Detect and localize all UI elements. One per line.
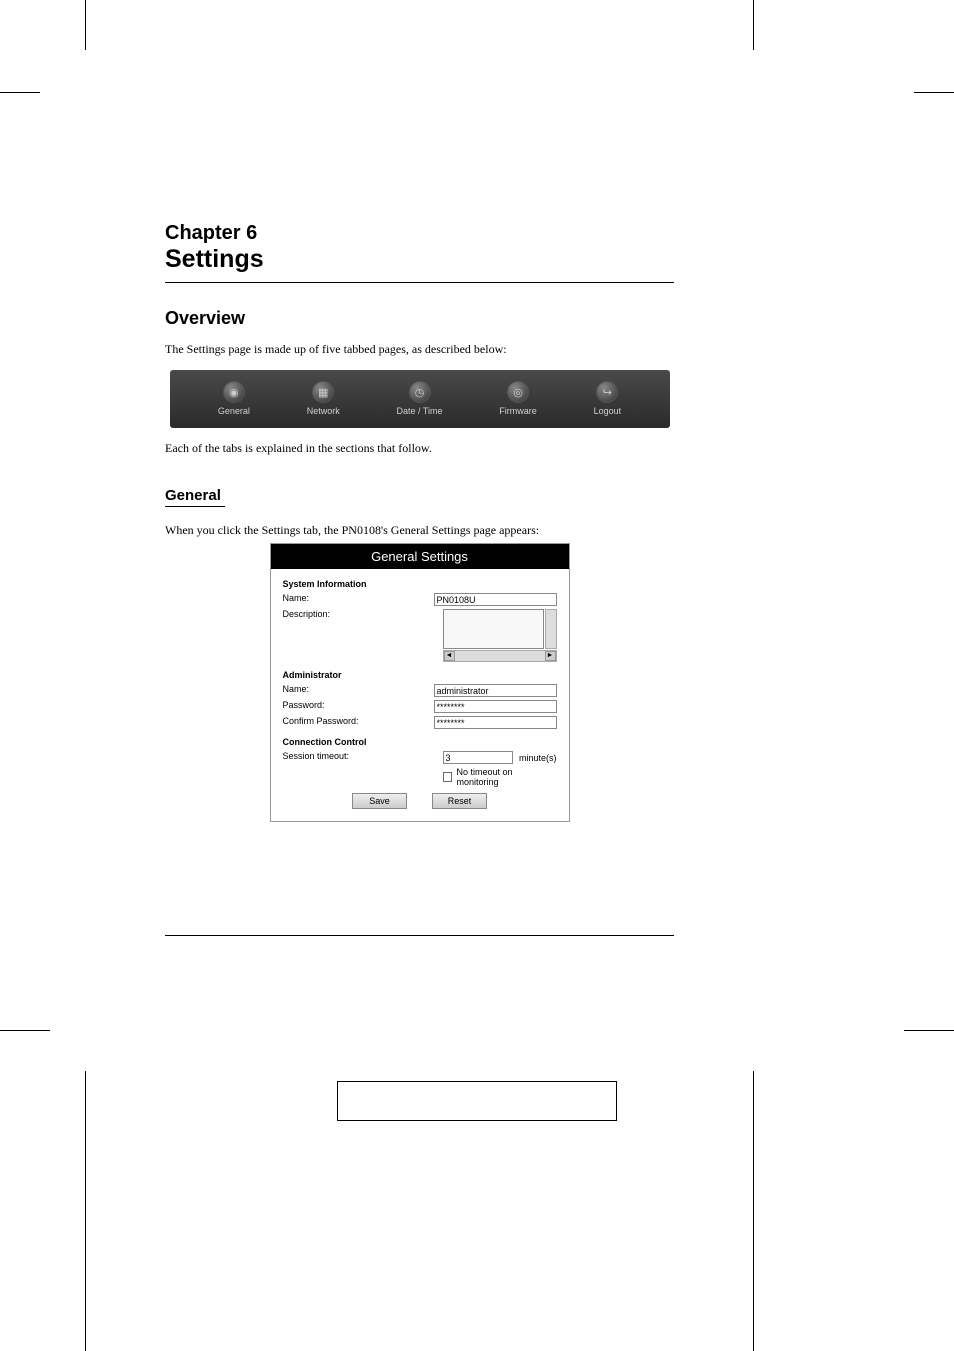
admin-name-row: Name: xyxy=(283,684,557,697)
description-textarea[interactable] xyxy=(443,609,544,649)
tab-datetime[interactable]: ◷ Date / Time xyxy=(397,381,443,416)
password-row: Password: xyxy=(283,700,557,713)
button-row: Save Reset xyxy=(283,787,557,815)
description-label: Description: xyxy=(283,609,443,619)
subsection-heading-general: General xyxy=(165,487,674,504)
section-heading-overview: Overview xyxy=(165,308,674,329)
tab-network[interactable]: ▦ Network xyxy=(307,381,340,416)
crop-mark xyxy=(753,1071,754,1351)
name-input[interactable] xyxy=(434,593,557,606)
tab-label: Date / Time xyxy=(397,406,443,416)
crop-mark xyxy=(904,1030,954,1031)
general-icon: ◉ xyxy=(223,381,245,403)
overview-outro: Each of the tabs is explained in the sec… xyxy=(165,440,674,457)
clock-icon: ◷ xyxy=(409,381,431,403)
crop-mark xyxy=(85,0,86,50)
crop-mark xyxy=(0,92,40,93)
name-row: Name: xyxy=(283,593,557,606)
settings-tab-bar: ◉ General ▦ Network ◷ Date / Time ◎ Firm… xyxy=(170,370,670,428)
save-button[interactable]: Save xyxy=(352,793,407,809)
chapter-number: Chapter 6 xyxy=(165,222,674,245)
horizontal-scrollbar[interactable]: ◄ ► xyxy=(443,650,557,662)
timeout-row: Session timeout: minute(s) xyxy=(283,751,557,764)
confirm-password-label: Confirm Password: xyxy=(283,716,434,726)
crop-mark xyxy=(914,92,954,93)
chapter-title: Settings xyxy=(165,245,674,274)
tab-label: Logout xyxy=(594,406,622,416)
crop-mark xyxy=(753,0,754,50)
overview-intro: The Settings page is made up of five tab… xyxy=(165,341,674,358)
admin-name-label: Name: xyxy=(283,684,434,694)
password-label: Password: xyxy=(283,700,434,710)
administrator-heading: Administrator xyxy=(283,670,557,680)
system-info-heading: System Information xyxy=(283,579,557,589)
admin-name-input[interactable] xyxy=(434,684,557,697)
reset-button[interactable]: Reset xyxy=(432,793,487,809)
no-timeout-row: No timeout on monitoring xyxy=(443,767,557,787)
chapter-rule xyxy=(165,282,674,283)
page-footer-rule xyxy=(165,935,674,936)
network-icon: ▦ xyxy=(312,381,334,403)
timeout-label: Session timeout: xyxy=(283,751,443,761)
tab-label: General xyxy=(218,406,250,416)
panel-body: System Information Name: Description: ◄ … xyxy=(271,569,569,821)
no-timeout-checkbox[interactable] xyxy=(443,772,453,782)
description-scroll-area: ◄ ► xyxy=(443,609,557,662)
tab-firmware[interactable]: ◎ Firmware xyxy=(499,381,537,416)
scroll-right-icon[interactable]: ► xyxy=(545,651,556,661)
confirm-password-input[interactable] xyxy=(434,716,557,729)
vertical-scrollbar[interactable] xyxy=(545,609,557,649)
scroll-left-icon[interactable]: ◄ xyxy=(444,651,455,661)
confirm-password-row: Confirm Password: xyxy=(283,716,557,729)
firmware-icon: ◎ xyxy=(507,381,529,403)
tab-general[interactable]: ◉ General xyxy=(218,381,250,416)
connection-control-heading: Connection Control xyxy=(283,737,557,747)
footer-box xyxy=(337,1081,617,1121)
general-section: General When you click the Settings tab,… xyxy=(165,487,674,823)
name-label: Name: xyxy=(283,593,434,603)
page-content: Chapter 6 Settings Overview The Settings… xyxy=(85,92,754,852)
crop-mark xyxy=(85,1071,86,1351)
tab-label: Network xyxy=(307,406,340,416)
password-input[interactable] xyxy=(434,700,557,713)
tab-logout[interactable]: ↪ Logout xyxy=(594,381,622,416)
chapter-header: Chapter 6 Settings xyxy=(165,222,674,274)
general-intro: When you click the Settings tab, the PN0… xyxy=(165,522,674,539)
panel-title: General Settings xyxy=(271,544,569,569)
tab-label: Firmware xyxy=(499,406,537,416)
timeout-unit: minute(s) xyxy=(519,753,557,763)
title-underline xyxy=(165,506,225,507)
crop-mark xyxy=(0,1030,50,1031)
timeout-input[interactable] xyxy=(443,751,513,764)
no-timeout-label: No timeout on monitoring xyxy=(456,767,556,787)
logout-icon: ↪ xyxy=(596,381,618,403)
description-row: Description: ◄ ► xyxy=(283,609,557,662)
general-settings-panel: General Settings System Information Name… xyxy=(270,543,570,822)
